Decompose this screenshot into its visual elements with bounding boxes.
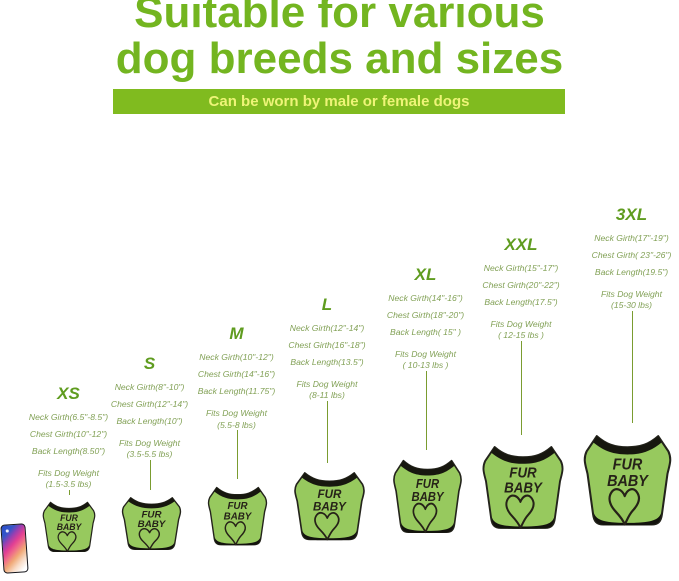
svg-text:FUR: FUR (318, 488, 342, 501)
svg-text:FUR: FUR (613, 456, 643, 474)
svg-text:BABY: BABY (607, 472, 650, 490)
svg-text:BABY: BABY (411, 489, 444, 504)
svg-text:FUR: FUR (227, 501, 248, 512)
svg-text:BABY: BABY (504, 479, 543, 496)
svg-text:BABY: BABY (138, 519, 167, 530)
svg-text:BABY: BABY (224, 512, 253, 523)
svg-text:BABY: BABY (57, 522, 83, 532)
svg-text:BABY: BABY (313, 500, 347, 513)
